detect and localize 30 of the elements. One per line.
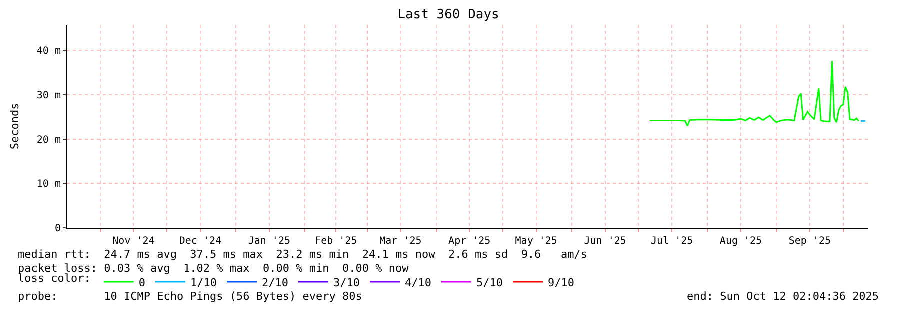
x-tick-label: Jul '25 [650,236,694,247]
text: probe: 10 ICMP Echo Pings (56 Bytes) every 80s [18,290,362,303]
line-series [649,60,860,127]
legend-label: 5/10 [476,276,503,290]
x-tick-label: Apr '25 [448,236,491,247]
y-tick-label: 20 m [36,134,61,146]
x-tick-label: Dec '24 [179,236,222,247]
legend-label: 9/10 [548,276,574,290]
x-tick-label: May '25 [515,236,558,247]
x-tick-label: Sep '25 [788,236,832,247]
text: end: Sun Oct 12 02:04:36 2025 [687,290,880,303]
x-tick-label: Jan '25 [248,236,291,247]
chart-title: Last 360 Days [398,8,500,23]
y-tick-label: 0 [54,224,61,234]
y-tick-label: 30 m [36,90,61,102]
legend-label: 1/10 [190,276,217,290]
x-tick-label: Mar '25 [380,236,422,247]
y-tick-label: 40 m [36,46,61,58]
legend-label: 2/10 [262,276,288,290]
y-axis-title: Seconds [8,103,22,150]
legend-label: 3/10 [333,276,360,290]
x-tick-label: Aug '25 [720,236,762,247]
text: packet loss: 0.03 % avg 1.02 % max 0.00 % min 0.00 % now [18,262,410,275]
x-tick-label: Jun '25 [584,236,626,247]
legend-label: 0 [138,276,146,290]
x-tick-label: Feb '25 [315,236,358,247]
text: median rtt: 24.7 ms avg 37.5 ms max 23.2 ms min 24.1 ms now 2.6 ms sd 9.6 am/s [18,248,588,261]
y-tick-label: 10 m [36,179,61,190]
legend-label: 4/10 [404,276,432,290]
x-tick-label: Nov '24 [112,236,155,247]
